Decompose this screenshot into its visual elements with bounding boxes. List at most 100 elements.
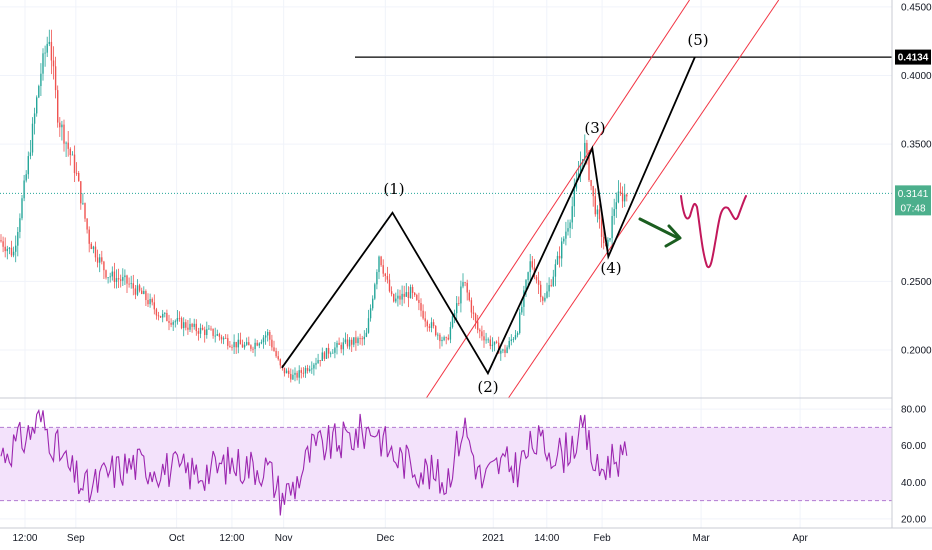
candle-body — [330, 353, 332, 355]
candle-body — [65, 142, 67, 144]
candle-body — [367, 318, 370, 333]
candle-body — [191, 323, 193, 327]
candle-body — [250, 345, 252, 349]
candle-body — [609, 238, 611, 240]
candle-body — [437, 334, 439, 336]
candle-body — [130, 283, 132, 285]
candle-body — [298, 370, 300, 378]
price-tick-label: 0.4000 — [901, 71, 932, 82]
candle-body — [458, 303, 460, 304]
candle-body — [50, 41, 53, 61]
candle-body — [491, 344, 494, 347]
candle-body — [94, 246, 97, 258]
candle-body — [619, 191, 622, 194]
candle-body — [185, 322, 187, 328]
rsi-tick-label: 20.00 — [901, 514, 926, 525]
candle-body — [611, 215, 613, 239]
candle-body — [544, 297, 546, 301]
candle-body — [470, 300, 473, 313]
candle-body — [313, 364, 315, 369]
candle-body — [464, 282, 466, 283]
candle-body — [239, 339, 242, 345]
candle-body — [374, 284, 376, 299]
candle-body — [443, 337, 445, 340]
channel-upper — [425, 0, 690, 399]
candle-body — [523, 290, 525, 307]
candle-body — [428, 326, 431, 328]
candle-body — [214, 335, 216, 337]
candle-body — [180, 318, 183, 329]
candle-body — [4, 246, 6, 252]
candle-body — [414, 292, 416, 295]
candle-body — [332, 352, 334, 354]
candle-body — [607, 239, 609, 247]
candle-body — [386, 276, 389, 280]
candle-body — [216, 334, 218, 336]
candle-body — [294, 372, 296, 375]
candle-body — [151, 299, 153, 303]
candle-body — [59, 122, 61, 128]
candle-body — [279, 359, 281, 366]
candle-body — [2, 241, 4, 247]
candle-body — [550, 285, 552, 286]
candle-body — [384, 273, 386, 277]
candle-body — [296, 372, 298, 378]
candle-body — [197, 331, 200, 334]
candle-body — [365, 332, 368, 337]
candle-body — [535, 276, 538, 281]
candle-body — [231, 346, 233, 348]
candle-body — [52, 60, 55, 67]
price-axis[interactable]: 0.4500 0.4000 0.3500 0.2500 0.2000 0.413… — [891, 0, 932, 528]
candle-body — [258, 343, 260, 346]
candle-body — [61, 124, 63, 128]
candle-body — [586, 142, 588, 153]
candle-body — [327, 347, 330, 354]
time-tick-label: Feb — [593, 533, 611, 544]
channel-lower — [508, 0, 780, 399]
candle-body — [426, 321, 428, 327]
candle-body — [554, 264, 557, 277]
candle-body — [300, 370, 302, 373]
candle-body — [390, 291, 393, 295]
candle-body — [399, 295, 401, 300]
candle-body — [571, 206, 573, 223]
candle-body — [122, 277, 124, 281]
candle-body — [516, 333, 519, 336]
rising-channel — [425, 0, 780, 399]
candle-body — [147, 300, 149, 305]
candle-body — [447, 337, 449, 340]
candle-body — [617, 191, 620, 203]
time-axis[interactable]: 12:00 Sep Oct 12:00 Nov Dec 2021 14:00 F… — [0, 527, 932, 544]
candle-body — [246, 342, 248, 345]
candle-body — [243, 344, 246, 348]
candle-body — [411, 287, 414, 293]
candle-body — [348, 339, 351, 347]
candle-body — [489, 339, 491, 347]
candle-body — [542, 297, 544, 301]
candle-body — [600, 219, 603, 237]
elliott-wave-labels: (1) (2) (3) (4) (5) — [383, 31, 708, 396]
candle-body — [252, 348, 254, 350]
candle-body — [262, 337, 265, 343]
candle-body — [529, 261, 531, 273]
candle-body — [584, 142, 586, 160]
candle-body — [73, 154, 76, 174]
candle-body — [621, 193, 624, 202]
candle-body — [67, 142, 69, 149]
candle-body — [172, 322, 174, 325]
candle-body — [485, 339, 487, 341]
candle-body — [103, 261, 105, 271]
candle-body — [561, 241, 563, 259]
candle-body — [432, 322, 435, 327]
candle-body — [189, 323, 191, 330]
candle-body — [363, 336, 365, 340]
price-tick-label: 0.2000 — [901, 345, 932, 356]
candle-body — [227, 338, 229, 346]
rsi-band — [0, 427, 892, 501]
candle-body — [105, 270, 107, 278]
time-tick-label: 12:00 — [219, 533, 244, 544]
candle-body — [493, 341, 496, 345]
candle-body — [569, 222, 571, 229]
candle-body — [264, 335, 267, 338]
